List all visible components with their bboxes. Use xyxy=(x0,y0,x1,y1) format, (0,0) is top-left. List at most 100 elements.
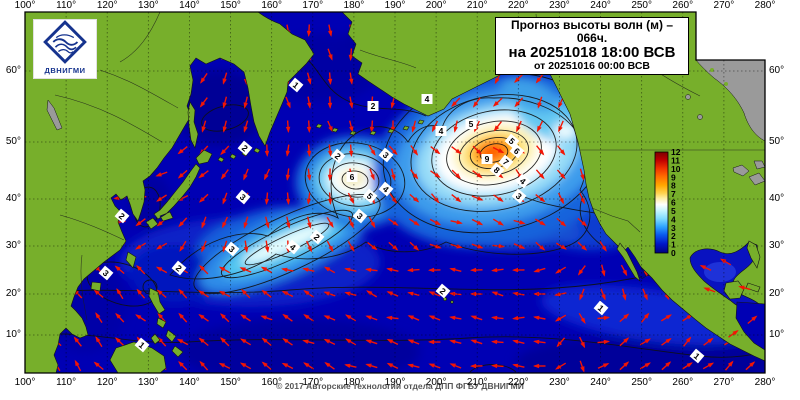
wave-arrow-head xyxy=(177,172,184,179)
wave-arrow-head xyxy=(413,220,420,226)
contour-label-text: 4 xyxy=(425,94,430,104)
contour-label-bg xyxy=(362,188,378,204)
wave-arrow-head xyxy=(369,126,375,133)
forecast-title-box: Прогноз высоты волн (м) – 066ч. на 20251… xyxy=(495,17,689,75)
contour-label: 4 xyxy=(421,94,433,104)
wave-arrow-head xyxy=(707,337,714,344)
wave-arrow-head xyxy=(327,150,333,157)
contour-label-text: 1 xyxy=(596,303,606,314)
asia-landmass xyxy=(25,12,315,373)
wave-arrow-head xyxy=(136,265,142,271)
contour-label: 3 xyxy=(352,208,368,224)
wave-arrow-head xyxy=(366,290,373,296)
contour-label-text: 3 xyxy=(238,192,248,203)
wave-arrow-head xyxy=(222,78,227,85)
wave-arrow-head xyxy=(303,290,310,296)
wave-arrow-head xyxy=(558,126,563,133)
copyright-line: © 2017 Авторские технологии отдела ДПП Ф… xyxy=(276,381,524,391)
colorbar-tick: 4 xyxy=(671,214,676,224)
wave-arrow-head xyxy=(580,341,586,349)
wave-arrow-head xyxy=(476,172,483,179)
contour-label-text: 4 xyxy=(439,126,444,136)
wave-arrow-head xyxy=(538,173,545,180)
contour-label-bg xyxy=(689,348,705,364)
wave-arrow-head xyxy=(264,198,270,205)
lon-tick-bottom: 130° xyxy=(137,377,159,388)
wave-arrow-head xyxy=(240,314,247,320)
japan-islands xyxy=(145,149,213,230)
lon-tick-top: 240° xyxy=(590,0,611,11)
wave-arrow-head xyxy=(643,294,648,301)
wave-arrow-head xyxy=(74,359,80,367)
wave-arrow-head xyxy=(428,291,435,296)
contour-label: 5 xyxy=(465,119,477,129)
lon-tick-top: 100° xyxy=(14,0,36,11)
wave-arrow-head xyxy=(581,245,588,251)
wave-arrow-head xyxy=(286,222,291,229)
wave-arrow-head xyxy=(493,125,500,132)
wave-arrow-head xyxy=(156,220,163,227)
lon-tick-top: 210° xyxy=(466,0,488,11)
atlantic-water-overlay xyxy=(623,241,765,351)
wave-arrow-head xyxy=(413,196,420,203)
wave-arrow-head xyxy=(371,244,378,251)
wave-arrow-head xyxy=(533,291,540,297)
wave-arrow-head xyxy=(323,338,331,344)
wave-arrow-head xyxy=(749,361,756,367)
wave-arrow-head xyxy=(302,339,309,344)
wave-arrow-head xyxy=(218,290,226,296)
wave-arrow-head xyxy=(306,150,312,157)
colorbar-tick: 8 xyxy=(671,181,676,191)
wave-arrow-head xyxy=(407,339,414,344)
lon-tick-bottom: 150° xyxy=(220,377,241,388)
wave-arrow-head xyxy=(512,339,519,344)
wave-arrow-head xyxy=(601,245,607,252)
wave-arrow-head xyxy=(282,338,289,344)
wave-arrow-head xyxy=(536,125,542,133)
great-lakes xyxy=(732,160,765,186)
wave-arrow-head xyxy=(703,287,710,292)
wave-arrow-head xyxy=(392,244,399,251)
colorbar-tick: 5 xyxy=(671,206,676,216)
wave-arrow-head xyxy=(449,291,456,297)
wave-arrow-head xyxy=(261,361,268,368)
contour-label-text: 4 xyxy=(518,176,528,187)
wave-arrow-head xyxy=(579,294,584,301)
contour-label: 2 xyxy=(309,229,325,245)
contour-label: 1 xyxy=(689,348,705,364)
forecast-title-line1: Прогноз высоты волн (м) – xyxy=(510,18,674,32)
wave-arrow-head xyxy=(470,339,477,344)
lon-tick-top: 160° xyxy=(261,0,282,11)
cuba xyxy=(745,282,761,293)
wave-arrow-head xyxy=(370,221,376,229)
wave-arrow-head xyxy=(470,363,477,369)
contour-label-bg xyxy=(504,133,520,149)
hawaii-islands xyxy=(450,300,454,304)
wave-arrow-head xyxy=(533,315,540,320)
contour-label-text: 5 xyxy=(507,136,517,147)
wave-arrow-head xyxy=(497,172,504,179)
contour-label-text: 1 xyxy=(291,80,301,91)
wave-arrow-head xyxy=(220,149,226,156)
wave-arrow-head xyxy=(198,314,205,320)
wave-arrow-head xyxy=(178,288,184,295)
contour-label: 4 xyxy=(285,239,301,255)
wave-arrow-head xyxy=(747,30,752,37)
wave-arrow-head xyxy=(93,289,100,296)
lon-tick-bottom: 120° xyxy=(96,377,118,388)
wave-arrow-head xyxy=(281,267,288,272)
wave-arrow-head xyxy=(386,315,393,321)
wave-arrow-head xyxy=(345,314,352,320)
wave-arrow-head xyxy=(327,198,333,205)
kuril-islands xyxy=(217,147,261,163)
wave-arrow-head xyxy=(449,267,456,272)
wave-arrow-head xyxy=(198,172,205,179)
wave-arrow-head xyxy=(494,77,500,85)
wave-arrow-head xyxy=(407,267,414,273)
wave-arrow-head xyxy=(365,267,372,273)
lon-tick-top: 220° xyxy=(507,0,529,11)
wave-arrow-head xyxy=(580,197,585,205)
wave-arrow-head xyxy=(705,30,711,37)
